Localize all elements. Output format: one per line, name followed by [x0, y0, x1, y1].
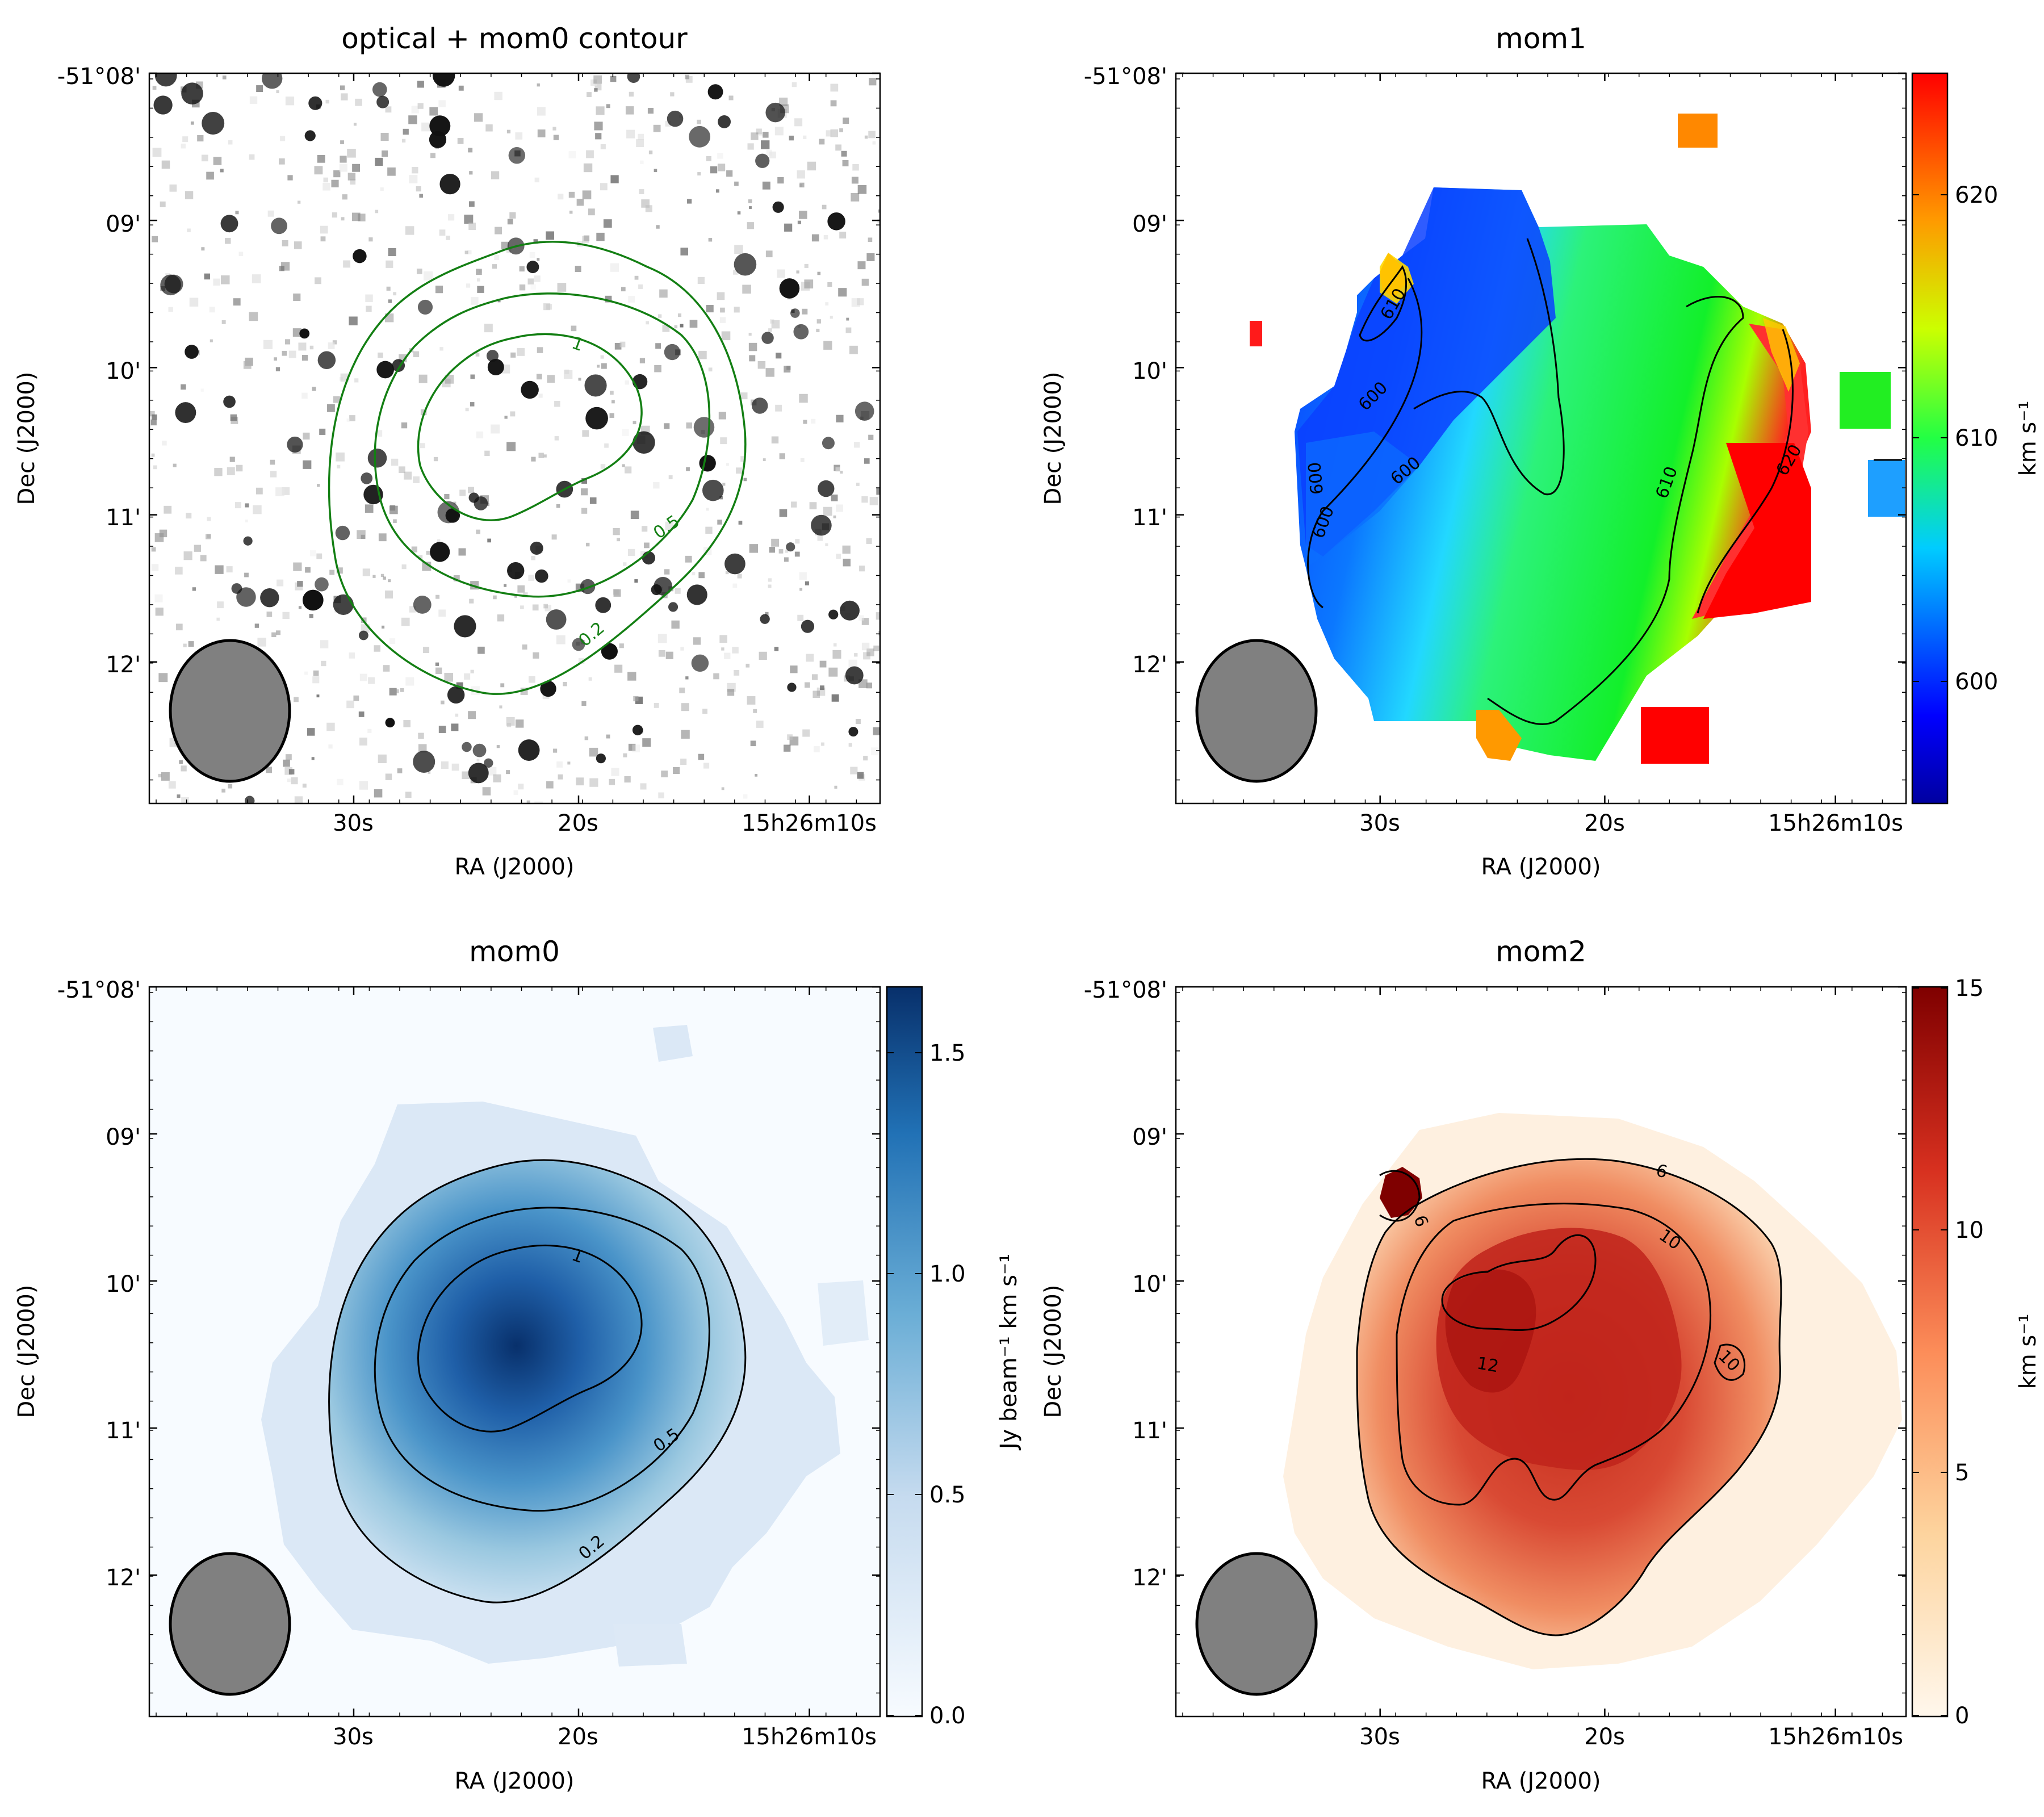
y-axis-label: Dec (J2000) [1040, 372, 1066, 505]
y-tick-label: 09' [106, 211, 141, 237]
colorbar-ticks [887, 1052, 922, 1716]
x-tick-label: 20s [558, 1724, 598, 1750]
colorbar-tick-label: 0 [1955, 1703, 1969, 1729]
colorbar-tick-label: 1.0 [929, 1261, 966, 1287]
colorbar-tick-label: 15 [1955, 976, 1984, 1002]
x-axis-label: RA (J2000) [454, 854, 574, 880]
tick-marks [1176, 986, 1906, 1716]
y-tick-label: -51°08' [1084, 64, 1167, 90]
tick-marks [149, 986, 880, 1716]
beam-ellipse [169, 1552, 291, 1696]
y-axis-label: Dec (J2000) [14, 372, 40, 505]
colorbar [886, 986, 923, 1718]
x-tick-label: 15h26m10s [1768, 1724, 1903, 1750]
panel-mom1: 610 600 600 600 600 610 620 600 610 620 … [1040, 22, 2041, 880]
colorbar-tick-label: 610 [1955, 425, 1998, 451]
x-axis-label: RA (J2000) [1481, 854, 1601, 880]
colorbar-tick-label: 600 [1955, 669, 1998, 695]
y-axis-label: Dec (J2000) [14, 1285, 40, 1418]
mom2-dispersion-map: 6 10 12 10 6 [1283, 1113, 1902, 1669]
contour-label-12: 12 [1476, 1353, 1501, 1376]
contour-1 [417, 333, 643, 521]
optical-star-field [149, 73, 880, 803]
panel-optical: 1 0.5 0.2 optical + mom0 contour RA (J20… [14, 22, 881, 880]
colorbar-tick-label: 10 [1955, 1217, 1984, 1244]
x-tick-label: 30s [1359, 1724, 1400, 1750]
y-tick-label: 09' [1132, 211, 1167, 237]
tick-marks [1176, 72, 1906, 803]
contour-0.2 [328, 240, 747, 695]
y-tick-label: 11' [1132, 1418, 1167, 1444]
panel-title: mom0 [469, 935, 560, 968]
x-tick-label: 30s [1359, 810, 1400, 836]
panel-mom2: 6 10 12 10 6 0 5 10 15 km s⁻¹ mom2 RA (J… [1040, 935, 2041, 1794]
y-tick-label: 10' [106, 358, 141, 384]
mom0-intensity-map: 1 0.5 0.2 [261, 1025, 869, 1667]
axes-frame [1175, 72, 1907, 805]
colorbar-tick-label: 5 [1955, 1460, 1969, 1486]
x-tick-label: 15h26m10s [742, 1724, 877, 1750]
colorbar-label: km s⁻¹ [2015, 1314, 2041, 1389]
beam-ellipse [1195, 639, 1318, 783]
panel-title: mom1 [1496, 22, 1586, 55]
y-tick-label: 12' [1132, 1565, 1167, 1591]
colorbar-tick-label: 0.5 [929, 1482, 966, 1508]
x-tick-label: 20s [558, 810, 598, 836]
panel-mom0: 1 0.5 0.2 0.0 0.5 1.0 1.5 Jy beam⁻¹ km s… [14, 935, 1022, 1794]
x-axis-label: RA (J2000) [1481, 1768, 1601, 1794]
y-tick-label: 11' [106, 505, 141, 531]
y-tick-label: 12' [1132, 652, 1167, 678]
tick-marks [149, 72, 880, 803]
y-tick-label: 09' [106, 1124, 141, 1150]
contour-0.5 [374, 292, 711, 598]
y-tick-label: 12' [106, 652, 141, 678]
x-tick-label: 20s [1584, 810, 1625, 836]
beam-ellipse [169, 639, 291, 783]
colorbar-label: km s⁻¹ [2015, 401, 2041, 476]
y-tick-label: 10' [106, 1271, 141, 1297]
colorbar-tick-label: 0.0 [929, 1703, 966, 1729]
colorbar-tick-label: 1.5 [929, 1040, 966, 1066]
contour-0.2 [328, 1159, 747, 1604]
x-axis-label: RA (J2000) [454, 1768, 574, 1794]
x-tick-label: 15h26m10s [1768, 810, 1903, 836]
x-tick-label: 30s [333, 810, 374, 836]
y-tick-label: 09' [1132, 1124, 1167, 1150]
colorbar [1911, 986, 1949, 1718]
axes-frame [148, 986, 881, 1718]
contour-label-600: 600 [1305, 461, 1327, 495]
x-tick-label: 20s [1584, 1724, 1625, 1750]
y-tick-label: 11' [106, 1418, 141, 1444]
axes-frame [1175, 986, 1907, 1718]
y-tick-label: -51°08' [57, 64, 141, 90]
panel-title: mom2 [1496, 935, 1586, 968]
y-axis-label: Dec (J2000) [1040, 1285, 1066, 1418]
colorbar-label: Jy beam⁻¹ km s⁻¹ [996, 1254, 1022, 1451]
y-tick-label: 10' [1132, 1271, 1167, 1297]
y-tick-label: 10' [1132, 358, 1167, 384]
panel-title: optical + mom0 contour [341, 22, 688, 55]
x-tick-label: 30s [333, 1724, 374, 1750]
y-tick-label: 11' [1132, 505, 1167, 531]
mom1-velocity-field: 610 600 600 600 600 610 620 [1250, 114, 1905, 764]
y-tick-label: -51°08' [57, 977, 141, 1003]
colorbar-ticks [1912, 194, 1947, 682]
y-tick-label: 12' [106, 1565, 141, 1591]
beam-ellipse [1195, 1552, 1318, 1696]
x-tick-label: 15h26m10s [742, 810, 877, 836]
axes-frame [148, 72, 881, 805]
colorbar-tick-label: 620 [1955, 182, 1998, 208]
contour-0.5 [374, 1207, 710, 1512]
colorbar-ticks [1912, 987, 1947, 1716]
y-tick-label: -51°08' [1084, 977, 1167, 1003]
contour-1 [417, 1244, 643, 1433]
